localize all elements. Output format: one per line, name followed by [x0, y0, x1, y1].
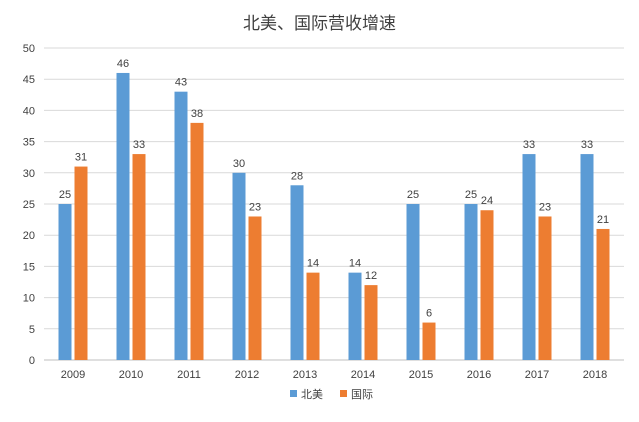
y-tick-label: 30: [23, 168, 35, 180]
data-label: 33: [523, 139, 535, 151]
data-label: 43: [175, 77, 187, 89]
y-tick-label: 25: [23, 199, 35, 211]
gridlines: [44, 47, 624, 361]
x-tick-label: 2009: [61, 369, 85, 381]
data-label: 6: [426, 308, 432, 320]
y-tick-label: 5: [29, 324, 35, 336]
x-axis-ticks: 2009 2010 2011 2012 2013 2014 2015 2016 2017 2018: [61, 369, 607, 381]
bar-series2: [596, 228, 610, 360]
data-labels: 25 31 46 33 43 38 30 23 28 14 14 12 25 6 25 24 33 23 33 21: [59, 58, 609, 320]
data-label: 23: [539, 201, 551, 213]
x-tick-label: 2010: [119, 369, 143, 381]
data-label: 33: [133, 139, 145, 151]
chart-title: 北美、国际营收增速: [243, 14, 396, 34]
x-tick-label: 2011: [177, 369, 201, 381]
data-label: 33: [581, 139, 593, 151]
data-label: 24: [481, 195, 493, 207]
y-tick-label: 45: [23, 74, 35, 86]
data-label: 14: [349, 258, 361, 270]
bar-series1: [290, 185, 304, 360]
y-tick-label: 35: [23, 137, 35, 149]
bars: [58, 72, 610, 361]
bar-series1: [58, 204, 72, 360]
bar-series2: [538, 216, 552, 360]
y-tick-label: 0: [29, 355, 35, 367]
data-label: 38: [191, 108, 203, 120]
y-tick-label: 10: [23, 293, 35, 305]
legend: 北美 国际: [290, 388, 373, 401]
legend-label-series2: 国际: [351, 388, 373, 401]
bar-series2: [422, 322, 436, 360]
bar-series2: [248, 216, 262, 360]
bar-series1: [406, 204, 420, 360]
x-tick-label: 2016: [467, 369, 491, 381]
y-tick-label: 15: [23, 261, 35, 273]
bar-series1: [464, 204, 478, 360]
bar-series2: [480, 210, 494, 360]
data-label: 31: [75, 152, 87, 164]
data-label: 14: [307, 258, 319, 270]
y-tick-label: 20: [23, 230, 35, 242]
y-tick-label: 50: [23, 43, 35, 55]
data-label: 21: [597, 214, 609, 226]
bar-series1: [232, 172, 246, 360]
data-label: 46: [117, 58, 129, 70]
data-label: 23: [249, 201, 261, 213]
legend-swatch-series1: [290, 390, 297, 397]
x-tick-label: 2014: [351, 369, 375, 381]
x-tick-label: 2018: [583, 369, 607, 381]
bar-series1: [580, 154, 594, 360]
legend-swatch-series2: [340, 390, 347, 397]
bar-series1: [174, 91, 188, 361]
data-label: 28: [291, 170, 303, 182]
y-tick-label: 40: [23, 105, 35, 117]
x-tick-label: 2017: [525, 369, 549, 381]
y-axis-ticks: 0 5 10 15 20 25 30 35 40 45 50: [23, 43, 35, 367]
data-label: 25: [465, 189, 477, 201]
data-label: 12: [365, 270, 377, 282]
bar-series2: [132, 154, 146, 360]
data-label: 25: [59, 189, 71, 201]
x-tick-label: 2012: [235, 369, 259, 381]
data-label: 25: [407, 189, 419, 201]
bar-series2: [364, 285, 378, 360]
bar-series2: [306, 272, 320, 360]
x-tick-label: 2013: [293, 369, 317, 381]
bar-series1: [116, 72, 130, 361]
bar-series1: [348, 272, 362, 360]
legend-label-series1: 北美: [301, 388, 323, 401]
bar-series2: [74, 166, 88, 360]
x-tick-label: 2015: [409, 369, 433, 381]
bar-series1: [522, 154, 536, 360]
data-label: 30: [233, 158, 245, 170]
bar-series2: [190, 122, 204, 360]
